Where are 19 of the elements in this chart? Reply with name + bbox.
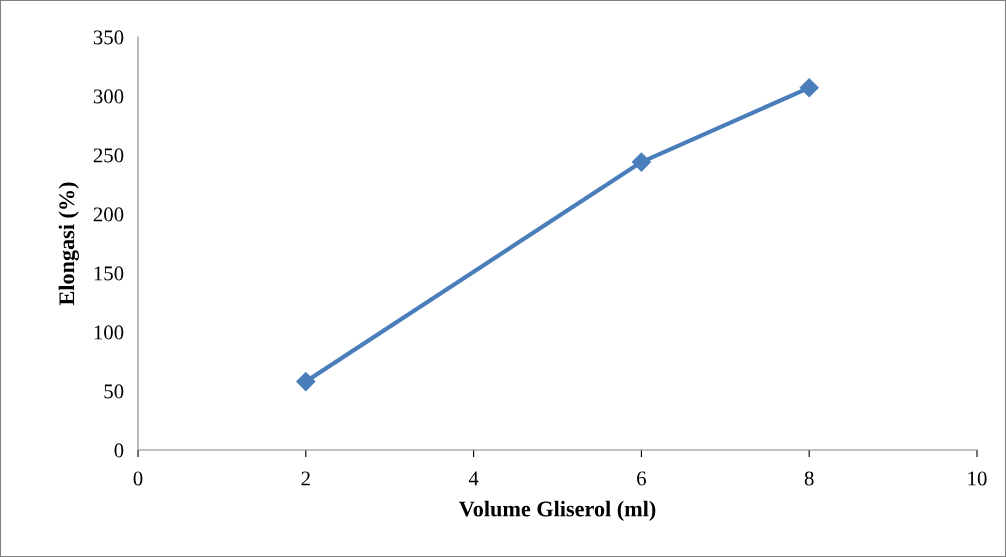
x-tick-label: 8 — [804, 471, 814, 486]
y-tick-label: 350 — [93, 30, 124, 45]
y-tick-label: 50 — [104, 384, 124, 399]
y-tick-label: 200 — [93, 207, 124, 222]
x-tick-label: 10 — [968, 471, 987, 486]
y-tick-label: 250 — [93, 148, 124, 163]
point — [631, 152, 651, 172]
x-tick-label: 0 — [133, 471, 143, 486]
y-tick-label: 150 — [94, 266, 124, 281]
y-tick-label: 100 — [94, 325, 124, 340]
point — [799, 78, 819, 98]
y-tick-label: 0 — [114, 443, 124, 458]
x-axis-title: Volume Gliserol (ml) — [458, 500, 656, 521]
x-tick-label: 6 — [637, 471, 646, 486]
y-axis-title: Elongasi (%) — [58, 182, 79, 306]
y-tick-label: 300 — [93, 89, 124, 104]
x-tick-label: 2 — [301, 471, 310, 486]
point — [296, 372, 316, 392]
x-tick-label: 4 — [468, 471, 479, 486]
